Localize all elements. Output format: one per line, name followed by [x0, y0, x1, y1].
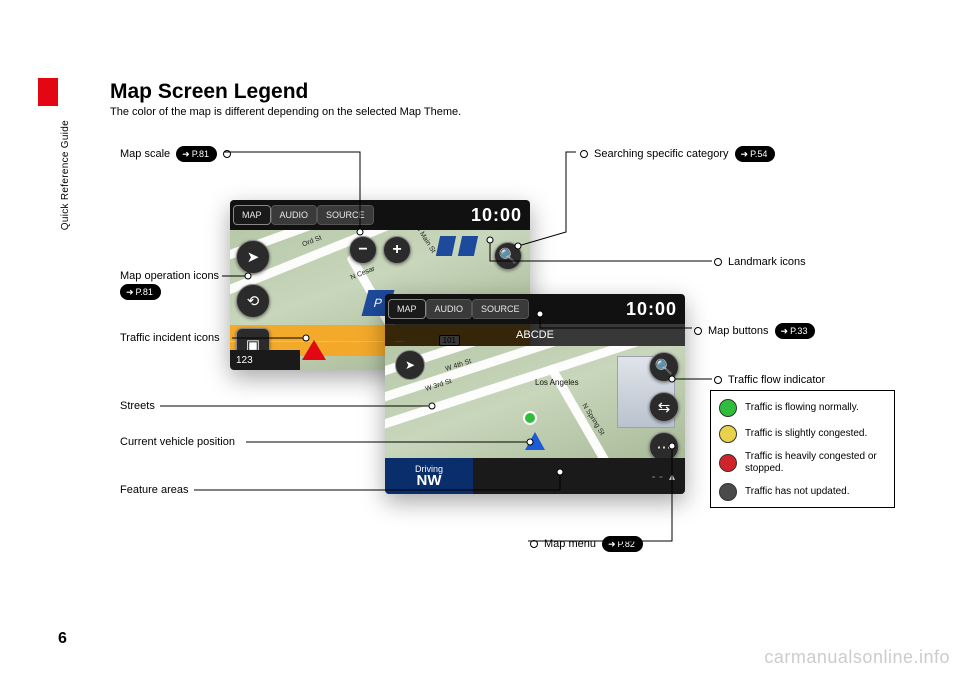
page-subtitle: The color of the map is different depend…: [110, 106, 461, 118]
legend-item: Traffic has not updated.: [719, 483, 886, 501]
map-buttons: 🔍 ⇆ ⋯: [649, 352, 679, 462]
traffic-incident-icon: [302, 340, 326, 360]
heading-panel[interactable]: Driving NW: [385, 458, 473, 494]
legend-item: Traffic is slightly congested.: [719, 425, 886, 443]
city-label: Los Angeles: [535, 378, 579, 387]
tab-audio[interactable]: AUDIO: [272, 206, 317, 224]
traffic-legend: Traffic is flowing normally. Traffic is …: [710, 390, 895, 508]
anchor-dot-icon: [580, 150, 588, 158]
zoom-in-icon[interactable]: +: [383, 236, 411, 264]
scale-bar: 123: [230, 350, 300, 370]
search-icon[interactable]: 🔍: [649, 352, 679, 382]
page-ref-pill[interactable]: ➜P.81: [176, 146, 217, 162]
callout-label: Map operation icons: [120, 270, 219, 282]
page-ref-pill[interactable]: ➜P.33: [775, 323, 816, 339]
tab-map[interactable]: MAP: [389, 300, 425, 318]
anchor-dot-icon: [530, 540, 538, 548]
street-label: N Main St: [414, 230, 436, 254]
callout-label: Searching specific category: [594, 148, 729, 160]
anchor-dot-icon: [714, 258, 722, 266]
clock-a: 10:00: [471, 200, 522, 230]
view-toggle-icon[interactable]: ⟲: [236, 284, 270, 318]
callout-map-scale: Map scale ➜P.81: [120, 146, 231, 162]
clock-b: 10:00: [626, 294, 677, 324]
page-number: 6: [58, 630, 67, 648]
bottom-bar: Driving NW - - ▴: [385, 458, 685, 494]
callout-label: Map buttons: [708, 325, 769, 337]
tab-source[interactable]: SOURCE: [473, 300, 528, 318]
legend-text: Traffic is flowing normally.: [745, 402, 859, 414]
legend-text: Traffic has not updated.: [745, 486, 850, 498]
legend-swatch-icon: [719, 399, 737, 417]
callout-traffic-flow: Traffic flow indicator: [714, 374, 825, 386]
callout-traffic-incident: Traffic incident icons: [120, 332, 220, 344]
map-operation-icons: ➤ ⟲ ▣: [236, 240, 270, 362]
legend-text: Traffic is slightly congested.: [745, 428, 867, 440]
callout-searching-category: Searching specific category ➜P.54: [580, 146, 775, 162]
callout-map-buttons: Map buttons ➜P.33: [694, 323, 815, 339]
callout-label: Feature areas: [120, 484, 188, 496]
callout-landmark-icons: Landmark icons: [714, 256, 806, 268]
callout-map-operation: Map operation icons ➜P.81: [120, 270, 219, 300]
zoom-controls: − +: [349, 236, 411, 264]
callout-map-menu: Map menu ➜P.82: [530, 536, 643, 552]
callout-label: Traffic incident icons: [120, 332, 220, 344]
landmark-icon: [458, 236, 478, 256]
legend-item: Traffic is flowing normally.: [719, 399, 886, 417]
callout-label: Map menu: [544, 538, 596, 550]
callout-label: Traffic flow indicator: [728, 374, 825, 386]
zoom-out-icon[interactable]: −: [349, 236, 377, 264]
topbar-b: MAP AUDIO SOURCE 10:00: [385, 294, 685, 324]
landmark-icon: [436, 236, 456, 256]
traffic-icon[interactable]: ⇆: [649, 392, 679, 422]
compass-icon[interactable]: ➤: [236, 240, 270, 274]
section-label: Quick Reference Guide: [60, 120, 71, 230]
readout: - -: [652, 469, 663, 483]
legend-swatch-icon: [719, 425, 737, 443]
compass-icon[interactable]: ➤: [395, 350, 425, 380]
page-title: Map Screen Legend: [110, 80, 308, 104]
anchor-dot-icon: [714, 376, 722, 384]
tab-source[interactable]: SOURCE: [318, 206, 373, 224]
page-ref-pill[interactable]: ➜P.82: [602, 536, 643, 552]
callout-label: Streets: [120, 400, 155, 412]
tab-map[interactable]: MAP: [234, 206, 270, 224]
legend-text: Traffic is heavily congested or stopped.: [745, 451, 886, 475]
legend-item: Traffic is heavily congested or stopped.: [719, 451, 886, 475]
callout-current-vehicle: Current vehicle position: [120, 436, 235, 448]
callout-label: Map scale: [120, 148, 170, 160]
callout-label: Current vehicle position: [120, 436, 235, 448]
map-screenshot-b: MAP AUDIO SOURCE 10:00 ABCDE W 3rd St W …: [385, 294, 685, 494]
callout-label: Landmark icons: [728, 256, 806, 268]
callout-streets: Streets: [120, 400, 155, 412]
anchor-dot-icon: [223, 150, 231, 158]
vehicle-position-icon: [525, 432, 545, 450]
search-icon[interactable]: 🔍: [494, 242, 522, 270]
heading-text: NW: [417, 474, 442, 488]
page-ref-pill[interactable]: ➜P.54: [735, 146, 776, 162]
destination-pin-icon: [523, 411, 537, 425]
section-tab: [38, 78, 58, 106]
legend-swatch-icon: [719, 483, 737, 501]
location-bar: ABCDE: [385, 324, 685, 346]
legend-swatch-icon: [719, 454, 737, 472]
tab-audio[interactable]: AUDIO: [427, 300, 472, 318]
watermark: carmanualsonline.info: [764, 647, 950, 668]
page-ref-pill[interactable]: ➜P.81: [120, 284, 161, 300]
street-label: Ord St: [301, 234, 322, 248]
callout-feature-areas: Feature areas: [120, 484, 188, 496]
topbar-a: MAP AUDIO SOURCE 10:00: [230, 200, 530, 230]
chevron-up-icon[interactable]: ▴: [669, 469, 675, 483]
anchor-dot-icon: [694, 327, 702, 335]
